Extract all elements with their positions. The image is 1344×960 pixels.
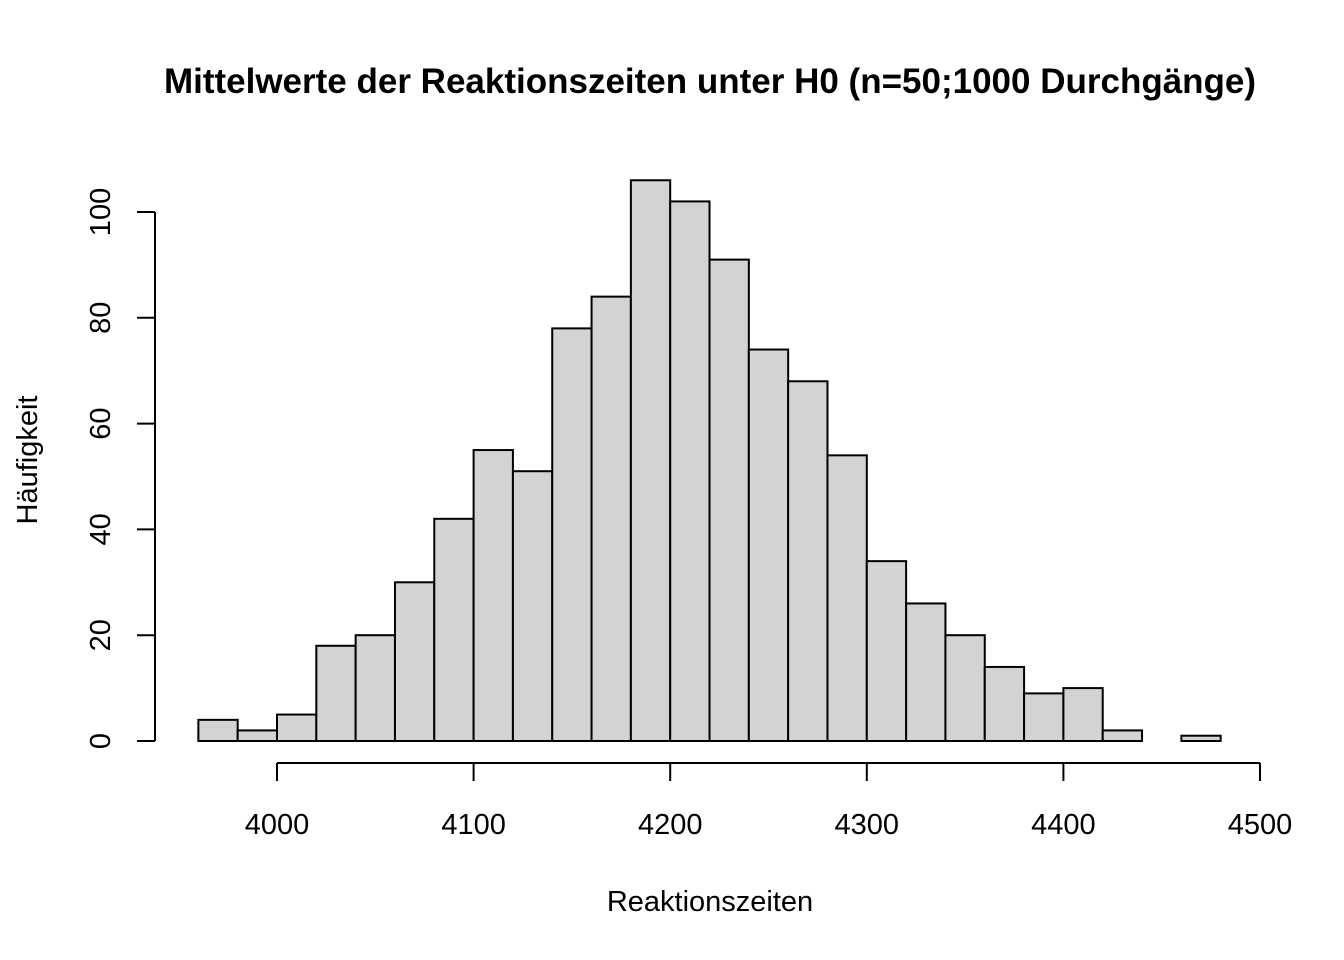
y-axis-label: Häufigkeit [12,396,44,525]
histogram-bar [276,713,318,742]
bars-group [197,179,1222,743]
histogram-bar [865,560,908,743]
y-tick-label: 80 [85,302,117,334]
histogram-bar [472,449,514,742]
histogram-bar [708,258,750,742]
x-tick-label: 4500 [1228,809,1293,841]
histogram-bar [551,327,593,742]
histogram-bar [393,581,436,742]
histogram-bar [669,200,711,743]
y-axis: 0 20 40 60 80 100 [85,188,156,749]
chart-title: Mittelwerte der Reaktionszeiten unter H0… [164,62,1256,101]
histogram-bar [983,665,1026,742]
histogram-bar [787,380,829,742]
x-tick-label: 4100 [441,809,506,841]
histogram-bar [944,634,986,743]
histogram-bar [1062,687,1104,742]
histogram-bar [1101,729,1144,742]
x-tick-label: 4000 [245,809,310,841]
histogram-bar [629,179,672,742]
histogram-bar [354,634,396,743]
x-tick-label: 4300 [835,809,900,841]
histogram-bar [433,517,475,742]
y-tick-label: 60 [85,407,117,439]
histogram-bar [826,454,868,742]
histogram-bar [511,470,554,742]
histogram-bar [747,348,790,742]
histogram-bar [590,295,632,742]
y-tick-label: 0 [85,733,117,749]
y-tick-label: 100 [85,188,117,236]
histogram-bar [236,729,278,742]
histogram-bar [315,644,357,743]
x-axis: 4000 4100 4200 4300 4400 4500 [245,762,1293,841]
x-axis-label: Reaktionszeiten [607,886,813,918]
histogram-bar [1023,692,1065,743]
histogram-bar [197,718,239,743]
x-tick-label: 4400 [1031,809,1096,841]
y-tick-label: 40 [85,513,117,545]
x-tick-label: 4200 [638,809,703,841]
histogram-bar [1180,734,1222,743]
y-tick-label: 20 [85,619,117,651]
histogram-bar [905,602,947,743]
